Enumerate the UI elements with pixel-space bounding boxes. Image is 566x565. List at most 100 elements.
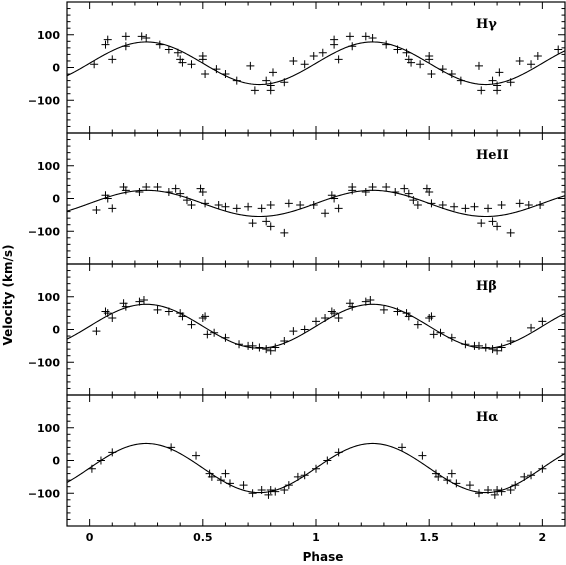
data-point [427,199,436,208]
data-point [239,481,248,490]
data-point [481,343,490,352]
data-point [323,456,332,465]
data-point [187,201,196,210]
data-point [391,187,400,196]
data-point [490,490,499,499]
data-point [101,40,110,49]
data-point [348,42,357,51]
data-point [173,48,182,57]
data-point [436,328,445,337]
data-point [296,201,305,210]
data-point [488,217,497,226]
data-point [497,487,506,496]
data-point [121,302,130,311]
data-point [142,183,151,192]
data-point [201,199,210,208]
data-point [235,340,244,349]
data-point [182,196,191,205]
data-point [511,481,520,490]
data-point [488,76,497,85]
y-tick-label: 0 [52,455,60,468]
data-point [427,70,436,79]
data-point [361,297,370,306]
data-point [488,345,497,354]
data-point [101,307,110,316]
data-point [121,42,130,51]
data-point [368,183,377,192]
data-point [262,76,271,85]
data-point [404,189,413,198]
data-point [425,52,434,61]
data-point [164,307,173,316]
y-tick-label: 0 [52,62,60,75]
data-point [495,68,504,77]
y-axis-title: Velocity (km/s) [1,244,15,345]
y-tick-label: 0 [52,324,60,337]
data-point [108,314,117,323]
data-point [293,472,302,481]
data-point [348,302,357,311]
data-point [345,32,354,41]
data-point [474,341,483,350]
data-point [232,76,241,85]
data-point [309,201,318,210]
data-point [167,443,176,452]
data-point [321,209,330,218]
panel-label: HeII [476,148,509,163]
data-point [201,70,210,79]
data-point [264,490,273,499]
data-point [527,60,536,69]
data-point [330,194,339,203]
y-tick-label: −100 [28,487,61,500]
y-tick-label: 100 [37,422,60,435]
data-point [447,469,456,478]
data-point [164,45,173,54]
data-point [334,204,343,213]
data-point [153,305,162,314]
data-point [312,317,320,326]
data-point [477,86,486,95]
data-point [248,219,257,228]
panel-label: Hα [476,410,498,425]
data-point [280,336,289,345]
data-point [108,204,117,213]
data-point [103,35,112,44]
data-point [398,443,407,452]
data-point [284,199,293,208]
data-point [425,187,434,196]
data-point [300,471,309,480]
data-point [425,314,434,323]
fit-curve [66,303,566,349]
data-point [538,317,547,326]
data-point [506,336,515,345]
data-point [266,86,275,95]
data-point [221,202,230,211]
data-point [538,464,547,473]
data-point [536,201,545,210]
data-point [108,448,117,457]
data-point [187,60,196,69]
data-point [533,52,542,61]
data-point [289,56,298,65]
data-point [438,201,447,210]
data-point [447,333,456,342]
data-point [493,86,502,95]
data-point [155,40,164,49]
data-point [461,340,470,349]
data-point [198,314,207,323]
data-point [280,485,289,494]
data-point [334,55,343,64]
data-point [201,312,210,321]
x-tick-label: 0.5 [193,531,213,544]
data-point [524,201,533,210]
x-tick-label: 0 [86,531,94,544]
data-point [484,485,493,494]
data-point [262,217,271,226]
data-point [527,471,536,480]
panel-label: Hγ [476,17,497,32]
data-point [108,55,117,64]
data-point [164,187,173,196]
data-point [266,222,275,231]
data-point [452,479,461,488]
